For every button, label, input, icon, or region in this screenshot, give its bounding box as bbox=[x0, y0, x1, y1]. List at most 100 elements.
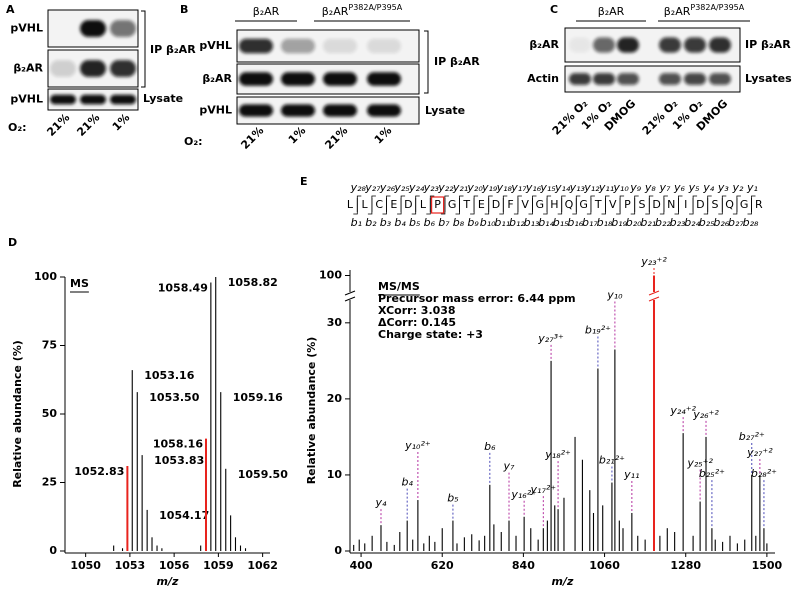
y-ion: y₁₄ bbox=[554, 181, 571, 194]
x-axis-title: m/z bbox=[552, 575, 574, 588]
lane-label: 1% bbox=[372, 124, 394, 146]
residue: V bbox=[609, 198, 617, 211]
y-ion: y₂₁ bbox=[452, 181, 468, 194]
ion-name: b₂₇ bbox=[739, 430, 755, 443]
bracket-label: IP β₂AR bbox=[434, 55, 480, 68]
ion-label: y₄ bbox=[375, 496, 388, 509]
b-bracket bbox=[703, 198, 709, 215]
axis-label: O₂: bbox=[184, 135, 203, 148]
y-ion: y₁ bbox=[746, 181, 758, 194]
ion-name: y₁₀ bbox=[404, 439, 421, 452]
panel-letter: B bbox=[180, 3, 188, 16]
residue: V bbox=[521, 198, 529, 211]
ion-name: b₁₉ bbox=[585, 323, 601, 336]
ion-label: y₁₇²⁺ bbox=[530, 483, 557, 496]
row-label: β₂AR bbox=[529, 38, 559, 51]
b-ion: b₂₁ bbox=[640, 216, 656, 229]
y-ion: y₁₀ bbox=[612, 181, 629, 194]
row-label: Actin bbox=[527, 72, 559, 85]
b-bracket bbox=[601, 198, 606, 215]
b-bracket bbox=[747, 198, 752, 215]
peak-label: 1058.16 bbox=[153, 438, 203, 451]
ion-label: y₂₅⁺² bbox=[686, 457, 713, 470]
row-label: pVHL bbox=[10, 22, 43, 35]
ion-label: b₅ bbox=[447, 492, 458, 505]
y-ion: y₂₅ bbox=[393, 181, 409, 194]
ion-label: y₂₃⁺² bbox=[640, 255, 667, 268]
ion-name: y₁₁ bbox=[623, 468, 639, 481]
b-bracket bbox=[382, 198, 387, 215]
b-ion: b₂₇ bbox=[728, 216, 744, 229]
band bbox=[323, 38, 357, 54]
band bbox=[323, 72, 357, 86]
ion-charge: ⁺² bbox=[657, 255, 668, 268]
residue: R bbox=[755, 198, 763, 211]
panel-letter: A bbox=[6, 3, 15, 16]
panel-letter: E bbox=[300, 175, 308, 188]
x-axis-title: m/z bbox=[157, 575, 179, 588]
y-tick-label: 0 bbox=[49, 544, 57, 557]
residue: F bbox=[507, 198, 513, 211]
bracket-label: Lysate bbox=[425, 104, 465, 117]
ion-name: b₅ bbox=[447, 492, 458, 505]
y-ion: y₂₇ bbox=[364, 181, 381, 194]
y-ion: y₁₆ bbox=[525, 181, 542, 194]
peak-label: 1053.16 bbox=[144, 369, 194, 382]
bracket bbox=[424, 30, 429, 94]
residue: G bbox=[579, 198, 588, 211]
ion-label: y₁₁ bbox=[623, 468, 639, 481]
b-bracket bbox=[353, 198, 358, 215]
b-ion: b₁₂ bbox=[509, 216, 525, 229]
y-ion: y₁₂ bbox=[583, 181, 600, 194]
residue: D bbox=[492, 198, 500, 211]
b-bracket bbox=[440, 198, 446, 215]
ion-label: y₁₆²⁺ bbox=[510, 488, 537, 501]
b-bracket bbox=[470, 198, 475, 215]
b-bracket bbox=[499, 198, 504, 215]
x-tick-label: 1060 bbox=[589, 559, 620, 572]
b-bracket bbox=[732, 198, 738, 215]
row-label: pVHL bbox=[199, 39, 232, 52]
residue: T bbox=[462, 198, 470, 211]
y-ion: y₂₄ bbox=[408, 181, 425, 194]
b-ion: b₆ bbox=[424, 216, 436, 229]
ion-charge: ³⁺ bbox=[554, 332, 564, 345]
b-ion: b₁₄ bbox=[538, 216, 554, 229]
y-tick-label: 30 bbox=[327, 316, 343, 329]
b-ion: b₈ bbox=[453, 216, 465, 229]
b-bracket bbox=[630, 198, 636, 215]
group-label: β₂ARP382A/P395A bbox=[664, 3, 745, 19]
b-bracket bbox=[557, 198, 563, 215]
b-ion: b₂₈ bbox=[743, 216, 759, 229]
annotation: Charge state: +3 bbox=[378, 328, 483, 341]
residue: L bbox=[347, 198, 354, 211]
y-ion: y₆ bbox=[673, 181, 686, 194]
ion-label: b₄ bbox=[401, 476, 413, 489]
b-ion: b₁ bbox=[351, 216, 362, 229]
axis-break bbox=[344, 290, 356, 296]
lane-label: 21% bbox=[238, 124, 266, 152]
b-bracket bbox=[718, 198, 723, 215]
x-tick-label: 1500 bbox=[752, 559, 783, 572]
lane-label: 21% bbox=[322, 124, 350, 152]
b-bracket bbox=[528, 198, 533, 215]
residue: Q bbox=[565, 198, 574, 211]
annotation: ΔCorr: 0.145 bbox=[378, 316, 456, 329]
b-ion: b₉ bbox=[467, 216, 479, 229]
axis-break bbox=[648, 296, 660, 302]
ion-label: y₁₀²⁺ bbox=[404, 439, 431, 452]
ion-charge: ²⁺ bbox=[420, 439, 430, 452]
mutation: P382A/P395A bbox=[690, 3, 744, 12]
band bbox=[617, 73, 639, 85]
y-ion: y₁₅ bbox=[539, 181, 555, 194]
b-ion: b₁₃ bbox=[524, 216, 540, 229]
b-bracket bbox=[543, 198, 548, 215]
ion-name: y₄ bbox=[375, 496, 388, 509]
band bbox=[110, 60, 136, 77]
b-bracket bbox=[659, 198, 665, 215]
residue: I bbox=[684, 198, 687, 211]
b-bracket bbox=[367, 198, 373, 215]
b-ion: b₂₃ bbox=[670, 216, 686, 229]
ion-name: b₆ bbox=[484, 440, 496, 453]
